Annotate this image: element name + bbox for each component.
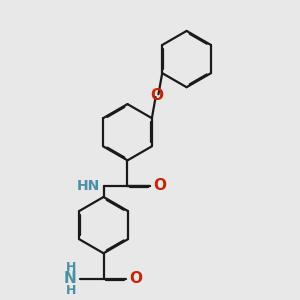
Text: O: O [153, 178, 166, 193]
Text: O: O [129, 271, 142, 286]
Text: N: N [64, 271, 76, 286]
Text: H: H [66, 284, 76, 297]
Text: O: O [151, 88, 164, 103]
Text: HN: HN [77, 179, 100, 193]
Text: H: H [66, 261, 76, 274]
